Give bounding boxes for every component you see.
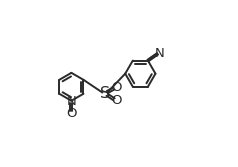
- Text: N: N: [154, 47, 164, 60]
- Text: S: S: [100, 86, 110, 101]
- Text: O: O: [111, 94, 121, 107]
- Text: N: N: [66, 95, 76, 108]
- Text: O: O: [111, 81, 121, 94]
- Text: O: O: [66, 107, 77, 120]
